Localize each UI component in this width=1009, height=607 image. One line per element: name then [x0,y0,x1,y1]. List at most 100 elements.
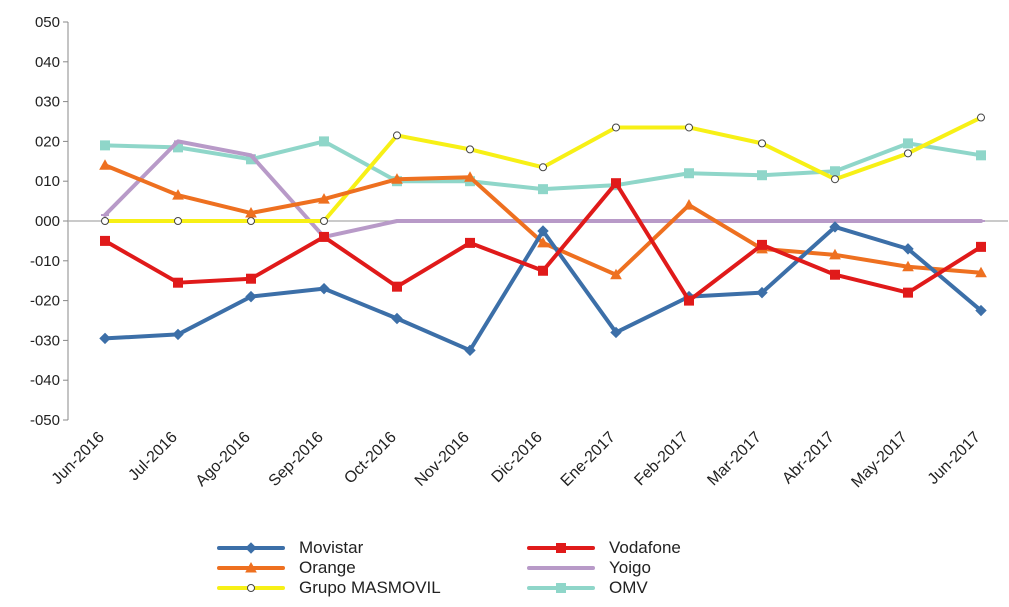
data-point-grupo-masmovil [977,113,985,122]
legend-marker-vodafone [556,543,566,553]
legend-item-omv: OMV [525,578,648,598]
legend-label-orange: Orange [299,558,356,577]
legend-label-grupo-masmovil: Grupo MASMOVIL [299,578,441,597]
legend-label-omv: OMV [609,578,648,597]
data-point-omv [757,170,767,181]
legend-item-vodafone: Vodafone [525,538,681,558]
x-tick-label: Jul-2016 [125,429,180,484]
x-tick-label: Feb-2017 [631,429,692,490]
data-point-grupo-masmovil [174,217,182,225]
data-point-orange [245,207,257,218]
data-point-movistar [975,304,987,317]
data-point-orange [829,248,841,260]
y-tick-label: -040 [30,372,60,389]
legend-item-grupo-masmovil: Grupo MASMOVIL [215,578,441,598]
data-point-omv [100,140,110,151]
data-point-movistar [172,328,184,341]
data-point-omv [976,150,986,161]
data-point-vodafone [465,237,475,248]
data-point-movistar [391,312,403,325]
series-grupo-masmovil [101,113,985,225]
x-tick-label: May-2017 [848,429,910,491]
data-point-omv [903,138,913,149]
legend-swatch-grupo-masmovil [217,584,285,592]
data-point-movistar [318,282,330,295]
data-point-vodafone [173,277,183,288]
y-tick-label: 000 [35,213,60,230]
data-point-grupo-masmovil [466,145,474,154]
x-tick-label: Mar-2017 [704,429,765,490]
data-point-movistar [537,225,549,237]
legend-swatch-orange [217,561,285,573]
y-tick-label: -030 [30,332,60,349]
data-point-omv [684,168,694,179]
x-tick-label: Ago-2016 [193,429,254,490]
data-point-grupo-masmovil [831,175,839,184]
data-point-grupo-masmovil [612,123,620,132]
legend-label-vodafone: Vodafone [609,538,681,557]
y-tick-label: 040 [35,54,60,71]
legend-item-orange: Orange [215,558,356,578]
data-point-movistar [464,344,476,357]
data-point-vodafone [392,281,402,292]
data-point-vodafone [976,241,986,252]
data-point-orange [391,173,403,184]
data-point-orange [99,159,111,170]
legend-swatch-movistar [217,542,285,554]
legend-label-yoigo: Yoigo [609,558,651,577]
data-point-movistar [99,332,111,345]
y-tick-label: -020 [30,293,60,310]
data-point-grupo-masmovil [758,139,766,148]
legend-swatch-vodafone [527,543,595,553]
data-point-grupo-masmovil [904,149,912,158]
legend-marker-grupo-masmovil [247,584,255,592]
data-point-orange [902,260,914,272]
chart-legend: Movistar Orange Grupo MASMOVIL Vodafone … [215,535,775,601]
data-point-orange [537,236,549,248]
x-tick-label: Dic-2016 [489,429,546,486]
data-point-vodafone [757,239,767,250]
y-tick-label: -010 [30,253,60,270]
data-point-grupo-masmovil [393,131,401,140]
data-point-vodafone [319,231,329,242]
data-point-grupo-masmovil [247,217,255,225]
data-point-grupo-masmovil [685,123,693,132]
legend-swatch-omv [527,583,595,593]
y-tick-label: 050 [35,14,60,31]
data-point-orange [318,193,330,204]
data-point-vodafone [684,295,694,306]
data-point-orange [683,199,695,210]
legend-label-movistar: Movistar [299,538,364,557]
y-tick-label: 010 [35,173,60,190]
data-point-movistar [245,290,257,303]
x-tick-label: Ene-2017 [558,429,619,490]
x-tick-label: Abr-2017 [779,429,838,488]
data-point-omv [830,166,840,177]
legend-marker-omv [556,583,566,593]
y-tick-label: 030 [35,94,60,111]
data-point-movistar [756,286,768,299]
data-point-grupo-masmovil [101,217,109,225]
data-point-orange [172,189,184,200]
legend-marker-orange [245,561,257,573]
data-point-vodafone [903,287,913,298]
data-point-grupo-masmovil [539,163,547,172]
legend-swatch-yoigo [527,566,595,570]
series-vodafone [100,178,986,306]
data-point-vodafone [100,235,110,246]
data-point-vodafone [246,273,256,284]
data-point-orange [975,266,987,278]
legend-marker-movistar [245,542,257,554]
x-tick-label: Oct-2016 [341,429,400,488]
data-point-movistar [829,221,841,233]
data-point-vodafone [611,178,621,189]
data-point-movistar [610,326,622,339]
data-point-orange [610,268,622,280]
y-tick-label: -050 [30,412,60,429]
x-tick-label: Sep-2016 [266,429,327,490]
data-point-grupo-masmovil [320,217,328,225]
x-tick-label: Nov-2016 [412,429,473,490]
data-point-movistar [902,243,914,255]
